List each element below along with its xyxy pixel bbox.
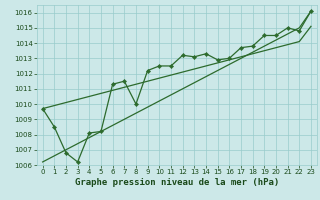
X-axis label: Graphe pression niveau de la mer (hPa): Graphe pression niveau de la mer (hPa) — [75, 178, 279, 187]
